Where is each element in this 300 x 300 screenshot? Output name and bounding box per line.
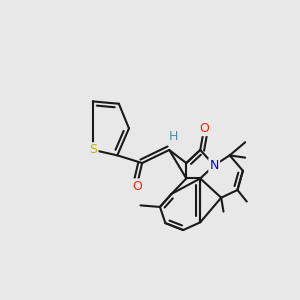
Text: O: O <box>199 122 209 135</box>
Text: N: N <box>209 159 219 172</box>
Text: H: H <box>168 130 178 142</box>
Text: O: O <box>132 180 142 193</box>
Text: S: S <box>89 143 97 157</box>
